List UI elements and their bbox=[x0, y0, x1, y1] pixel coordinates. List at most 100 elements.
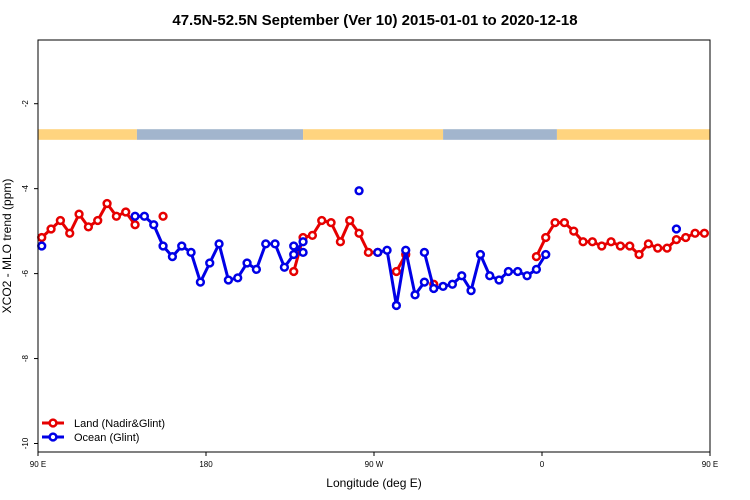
data-point bbox=[559, 217, 570, 228]
data-point bbox=[158, 241, 168, 251]
data-point bbox=[65, 228, 75, 238]
data-point bbox=[699, 228, 710, 238]
data-point bbox=[251, 264, 262, 275]
data-point bbox=[46, 224, 56, 234]
data-point bbox=[643, 239, 654, 249]
data-point bbox=[531, 251, 542, 262]
data-point bbox=[569, 226, 579, 236]
data-point bbox=[289, 266, 299, 277]
data-point bbox=[326, 217, 336, 228]
data-point bbox=[653, 243, 663, 253]
legend: Land (Nadir&Glint) Ocean (Glint) bbox=[42, 418, 165, 444]
data-point bbox=[130, 211, 140, 221]
series-0 bbox=[37, 198, 710, 289]
data-point bbox=[167, 251, 178, 262]
data-point bbox=[391, 300, 402, 311]
data-point bbox=[522, 271, 532, 281]
data-point bbox=[419, 247, 430, 258]
y-tick-label: -2 bbox=[21, 100, 30, 108]
legend-label: Ocean (Glint) bbox=[74, 432, 139, 444]
data-point bbox=[681, 232, 691, 243]
data-point bbox=[662, 243, 672, 253]
x-tick-label: 90 E bbox=[702, 460, 718, 469]
series-line bbox=[292, 219, 378, 272]
data-point bbox=[475, 249, 486, 260]
data-point bbox=[485, 271, 495, 281]
y-axis-title: XCO2 - MLO trend (ppm) bbox=[0, 179, 14, 314]
data-point bbox=[550, 217, 560, 228]
data-point bbox=[298, 237, 308, 247]
data-point bbox=[541, 232, 551, 243]
data-point bbox=[513, 266, 523, 277]
data-point bbox=[261, 239, 271, 249]
data-point bbox=[597, 241, 607, 251]
series-layer bbox=[37, 186, 710, 311]
x-axis: 90 E 180 90 W 0 90 E bbox=[30, 452, 718, 469]
data-point bbox=[606, 237, 616, 247]
data-point bbox=[634, 249, 644, 260]
data-point bbox=[373, 247, 383, 258]
data-point bbox=[242, 258, 252, 268]
legend-marker bbox=[48, 418, 58, 428]
data-point bbox=[494, 275, 504, 285]
y-tick-label: -8 bbox=[21, 354, 30, 362]
data-point bbox=[429, 283, 439, 294]
data-point bbox=[93, 215, 103, 226]
x-tick-label: 90 E bbox=[30, 460, 46, 469]
data-point bbox=[690, 228, 700, 238]
data-point bbox=[447, 279, 458, 289]
data-point bbox=[102, 198, 112, 209]
series-1 bbox=[37, 186, 682, 311]
strip-ocean bbox=[136, 129, 304, 140]
chart-title: 47.5N-52.5N September (Ver 10) 2015-01-0… bbox=[172, 12, 577, 29]
y-tick-label: -4 bbox=[21, 185, 30, 193]
data-point bbox=[671, 224, 682, 234]
data-point bbox=[111, 211, 122, 221]
data-point bbox=[289, 249, 299, 260]
y-axis: -2 -4 -6 -8 -10 bbox=[21, 100, 38, 449]
data-point bbox=[438, 281, 448, 292]
data-point bbox=[233, 273, 243, 283]
strip-ocean bbox=[443, 129, 557, 140]
x-tick-label: 180 bbox=[199, 460, 213, 469]
data-point bbox=[503, 266, 514, 277]
data-point bbox=[177, 241, 187, 251]
data-point bbox=[541, 249, 551, 260]
series-line bbox=[40, 202, 137, 239]
data-point bbox=[531, 264, 542, 275]
data-point bbox=[354, 186, 364, 196]
data-point bbox=[214, 239, 224, 249]
data-point bbox=[671, 234, 682, 245]
data-point bbox=[223, 275, 234, 285]
data-point bbox=[289, 241, 299, 251]
data-point bbox=[74, 209, 84, 219]
data-point bbox=[83, 222, 94, 232]
legend-marker bbox=[48, 432, 58, 442]
y-tick-label: -10 bbox=[21, 437, 30, 449]
data-point bbox=[279, 262, 290, 272]
data-point bbox=[391, 266, 402, 277]
x-tick-label: 90 W bbox=[365, 460, 384, 469]
data-point bbox=[37, 241, 47, 251]
data-point bbox=[121, 207, 131, 217]
data-point bbox=[186, 247, 196, 258]
data-point bbox=[307, 230, 318, 241]
data-point bbox=[578, 237, 588, 247]
data-point bbox=[354, 228, 364, 238]
data-point bbox=[457, 271, 467, 281]
strip-land bbox=[38, 129, 137, 140]
data-point bbox=[587, 237, 598, 247]
data-point bbox=[317, 215, 327, 226]
land-ocean-strip bbox=[38, 129, 710, 140]
data-point bbox=[158, 211, 168, 221]
data-point bbox=[401, 245, 411, 255]
data-point bbox=[382, 245, 392, 255]
data-point bbox=[130, 220, 140, 230]
data-point bbox=[615, 241, 626, 251]
data-point bbox=[149, 220, 159, 230]
data-point bbox=[298, 247, 308, 258]
y-tick-label: -6 bbox=[21, 270, 30, 278]
data-point bbox=[625, 241, 635, 251]
data-point bbox=[195, 277, 206, 287]
data-point bbox=[335, 237, 346, 247]
